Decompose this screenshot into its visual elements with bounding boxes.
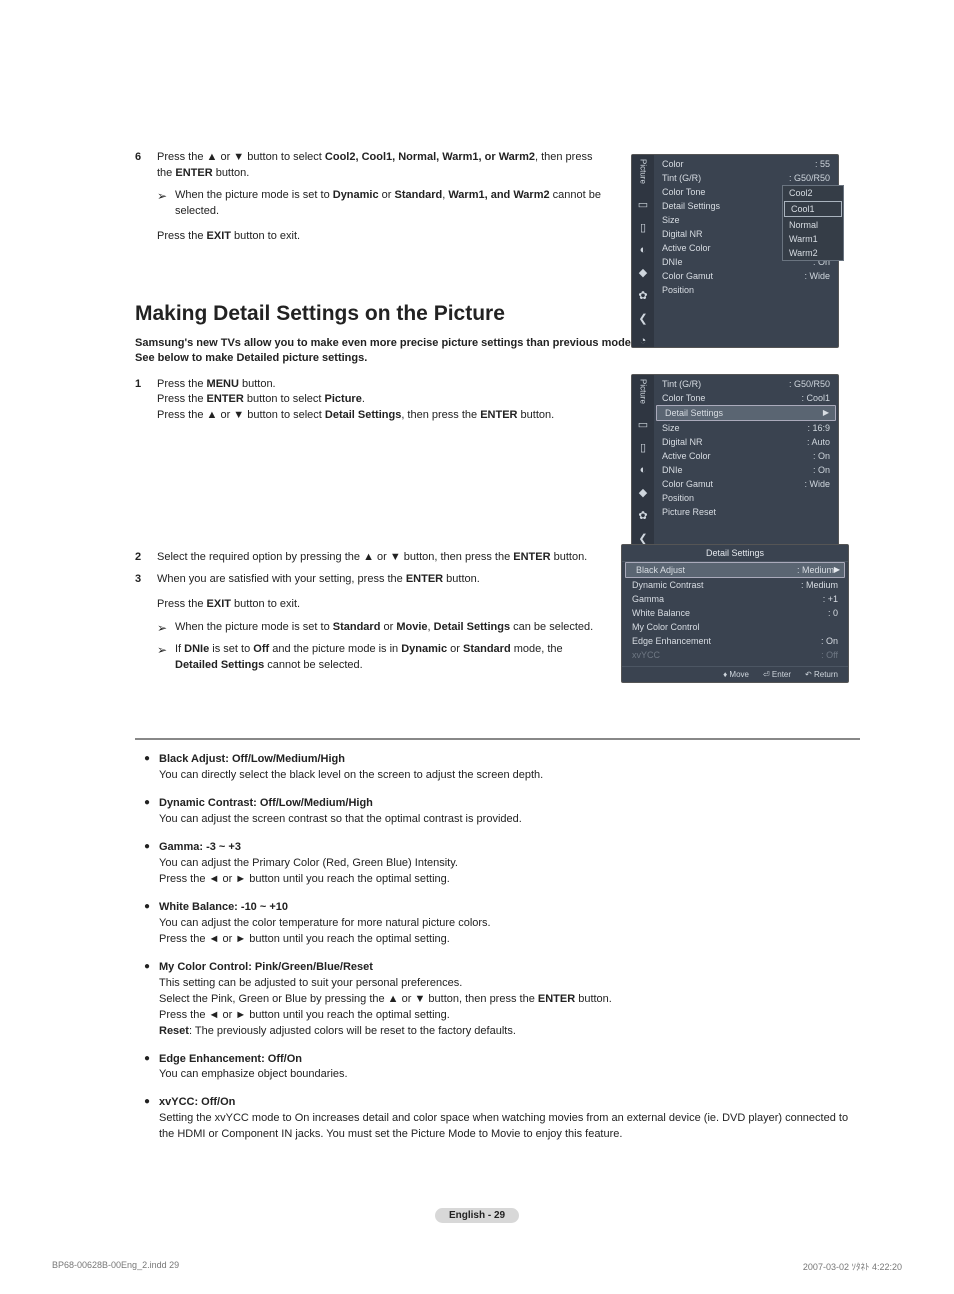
picture-icon: ▭ [638,418,648,431]
page-footer: English - 29 [0,1208,954,1223]
dropdown-item: Warm2 [783,246,843,260]
print-metadata: BP68-00628B-00Eng_2.indd 29 2007-03-02 ｿ… [52,1260,902,1273]
osd-row: Color Gamut: Wide [654,477,838,491]
note-arrow-icon: ➢ [157,642,175,674]
channel-icon: ◆ [639,486,647,499]
step-3-note-1: When the picture mode is set to Standard… [175,620,605,637]
osd-footer: ♦ Move ⏎ Enter ↶ Return [622,666,848,682]
channel-icon: ◆ [639,266,647,279]
step-6-note: When the picture mode is set to Dynamic … [175,188,605,220]
dropdown-item: Cool2 [783,186,843,200]
picture-icon: ▭ [638,198,648,211]
osd-picture-menu-2: Picture ▭ ▯ ◐ ◆ ✿ ❮ ◔ Tint (G/R): G50/R5… [631,374,839,568]
osd-row: Detail Settings▶ [656,405,836,421]
step-3-exit: Press the EXIT button to exit. [157,598,605,610]
step-3-text: When you are satisfied with your setting… [157,572,605,588]
sound-icon: ◐ [640,464,647,476]
bullet-item: ●My Color Control: Pink/Green/Blue/Reset… [135,960,860,1040]
time-icon: ◔ [640,335,647,347]
return-hint: ↶ Return [805,670,838,679]
osd-row: DNIe: On [654,463,838,477]
bullet-item: ●Dynamic Contrast: Off/Low/Medium/HighYo… [135,796,860,828]
step-2-text: Select the required option by pressing t… [157,550,605,566]
note-arrow-icon: ➢ [157,188,175,220]
step-1-text: Press the MENU button. Press the ENTER b… [157,377,605,425]
osd-title: Detail Settings [622,545,848,562]
osd-detail-settings: Detail Settings Black Adjust: MediumDyna… [621,544,849,683]
osd-sidebar: Picture ▭ ▯ ◐ ◆ ✿ ❮ ◔ [632,375,654,567]
step-number: 2 [135,550,157,566]
step-number: 3 [135,572,157,588]
osd-row: Tint (G/R): G50/R50 [654,171,838,185]
osd-detail-row: Gamma: +1 [622,592,848,606]
step-3-block: 3 When you are satisfied with your setti… [135,572,605,673]
dropdown-item: Warm1 [783,232,843,246]
screen-icon: ▯ [640,221,646,234]
bullet-item: ●Edge Enhancement: Off/OnYou can emphasi… [135,1052,860,1084]
osd-picture-menu-1: Picture ▭ ▯ ◐ ◆ ✿ ❮ ◔ Color: 55Tint (G/R… [631,154,839,348]
step-number: 1 [135,377,157,425]
detail-options-list: ●Black Adjust: Off/Low/Medium/HighYou ca… [135,738,860,1143]
color-tone-dropdown: Cool2Cool1NormalWarm1Warm2 [782,185,844,261]
step-6-exit: Press the EXIT button to exit. [157,230,605,242]
osd-sidebar: Picture ▭ ▯ ◐ ◆ ✿ ❮ ◔ [632,155,654,347]
osd-row: Position [654,491,838,505]
osd-detail-row: Edge Enhancement: On [622,634,848,648]
move-hint: ♦ Move [723,670,749,679]
print-file: BP68-00628B-00Eng_2.indd 29 [52,1260,179,1273]
setup-icon: ✿ [638,289,647,302]
enter-hint: ⏎ Enter [763,670,791,679]
osd-row: Color Tone: Cool1 [654,391,838,405]
osd-detail-row: My Color Control [622,620,848,634]
osd-detail-row: xvYCC: Off [622,648,848,662]
step-1-block: 1 Press the MENU button. Press the ENTER… [135,377,605,425]
input-icon: ❮ [638,312,647,325]
osd-row: Digital NR: Auto [654,435,838,449]
page-number-badge: English - 29 [435,1208,519,1223]
bullet-item: ●xvYCC: Off/OnSetting the xvYCC mode to … [135,1095,860,1143]
osd-row: Active Color: On [654,449,838,463]
bullet-item: ●Gamma: -3 ~ +3You can adjust the Primar… [135,840,860,888]
osd-row: Color Gamut: Wide [654,269,838,283]
osd-row: Size: 16:9 [654,421,838,435]
osd-row: Position [654,283,838,297]
step-number: 6 [135,150,157,182]
input-icon: ❮ [638,532,647,545]
setup-icon: ✿ [638,509,647,522]
step-6-block: 6 Press the ▲ or ▼ button to select Cool… [135,150,605,242]
osd-detail-row: Black Adjust: Medium [625,562,845,578]
dropdown-item: Cool1 [784,201,842,217]
print-date: 2007-03-02 ｿﾀﾈﾄ 4:22:20 [803,1260,902,1273]
osd-detail-row: White Balance: 0 [622,606,848,620]
step-2-block: 2 Select the required option by pressing… [135,550,605,566]
osd-detail-row: Dynamic Contrast: Medium [622,578,848,592]
dropdown-item: Normal [783,218,843,232]
note-arrow-icon: ➢ [157,620,175,637]
step-3-note-2: If DNIe is set to Off and the picture mo… [175,642,605,674]
osd-row: Tint (G/R): G50/R50 [654,377,838,391]
screen-icon: ▯ [640,441,646,454]
bullet-item: ●White Balance: -10 ~ +10You can adjust … [135,900,860,948]
bullet-item: ●Black Adjust: Off/Low/Medium/HighYou ca… [135,752,860,784]
sound-icon: ◐ [640,244,647,256]
step-6-text: Press the ▲ or ▼ button to select Cool2,… [157,150,605,182]
osd-row: Color: 55 [654,157,838,171]
osd-row: Picture Reset [654,505,838,519]
